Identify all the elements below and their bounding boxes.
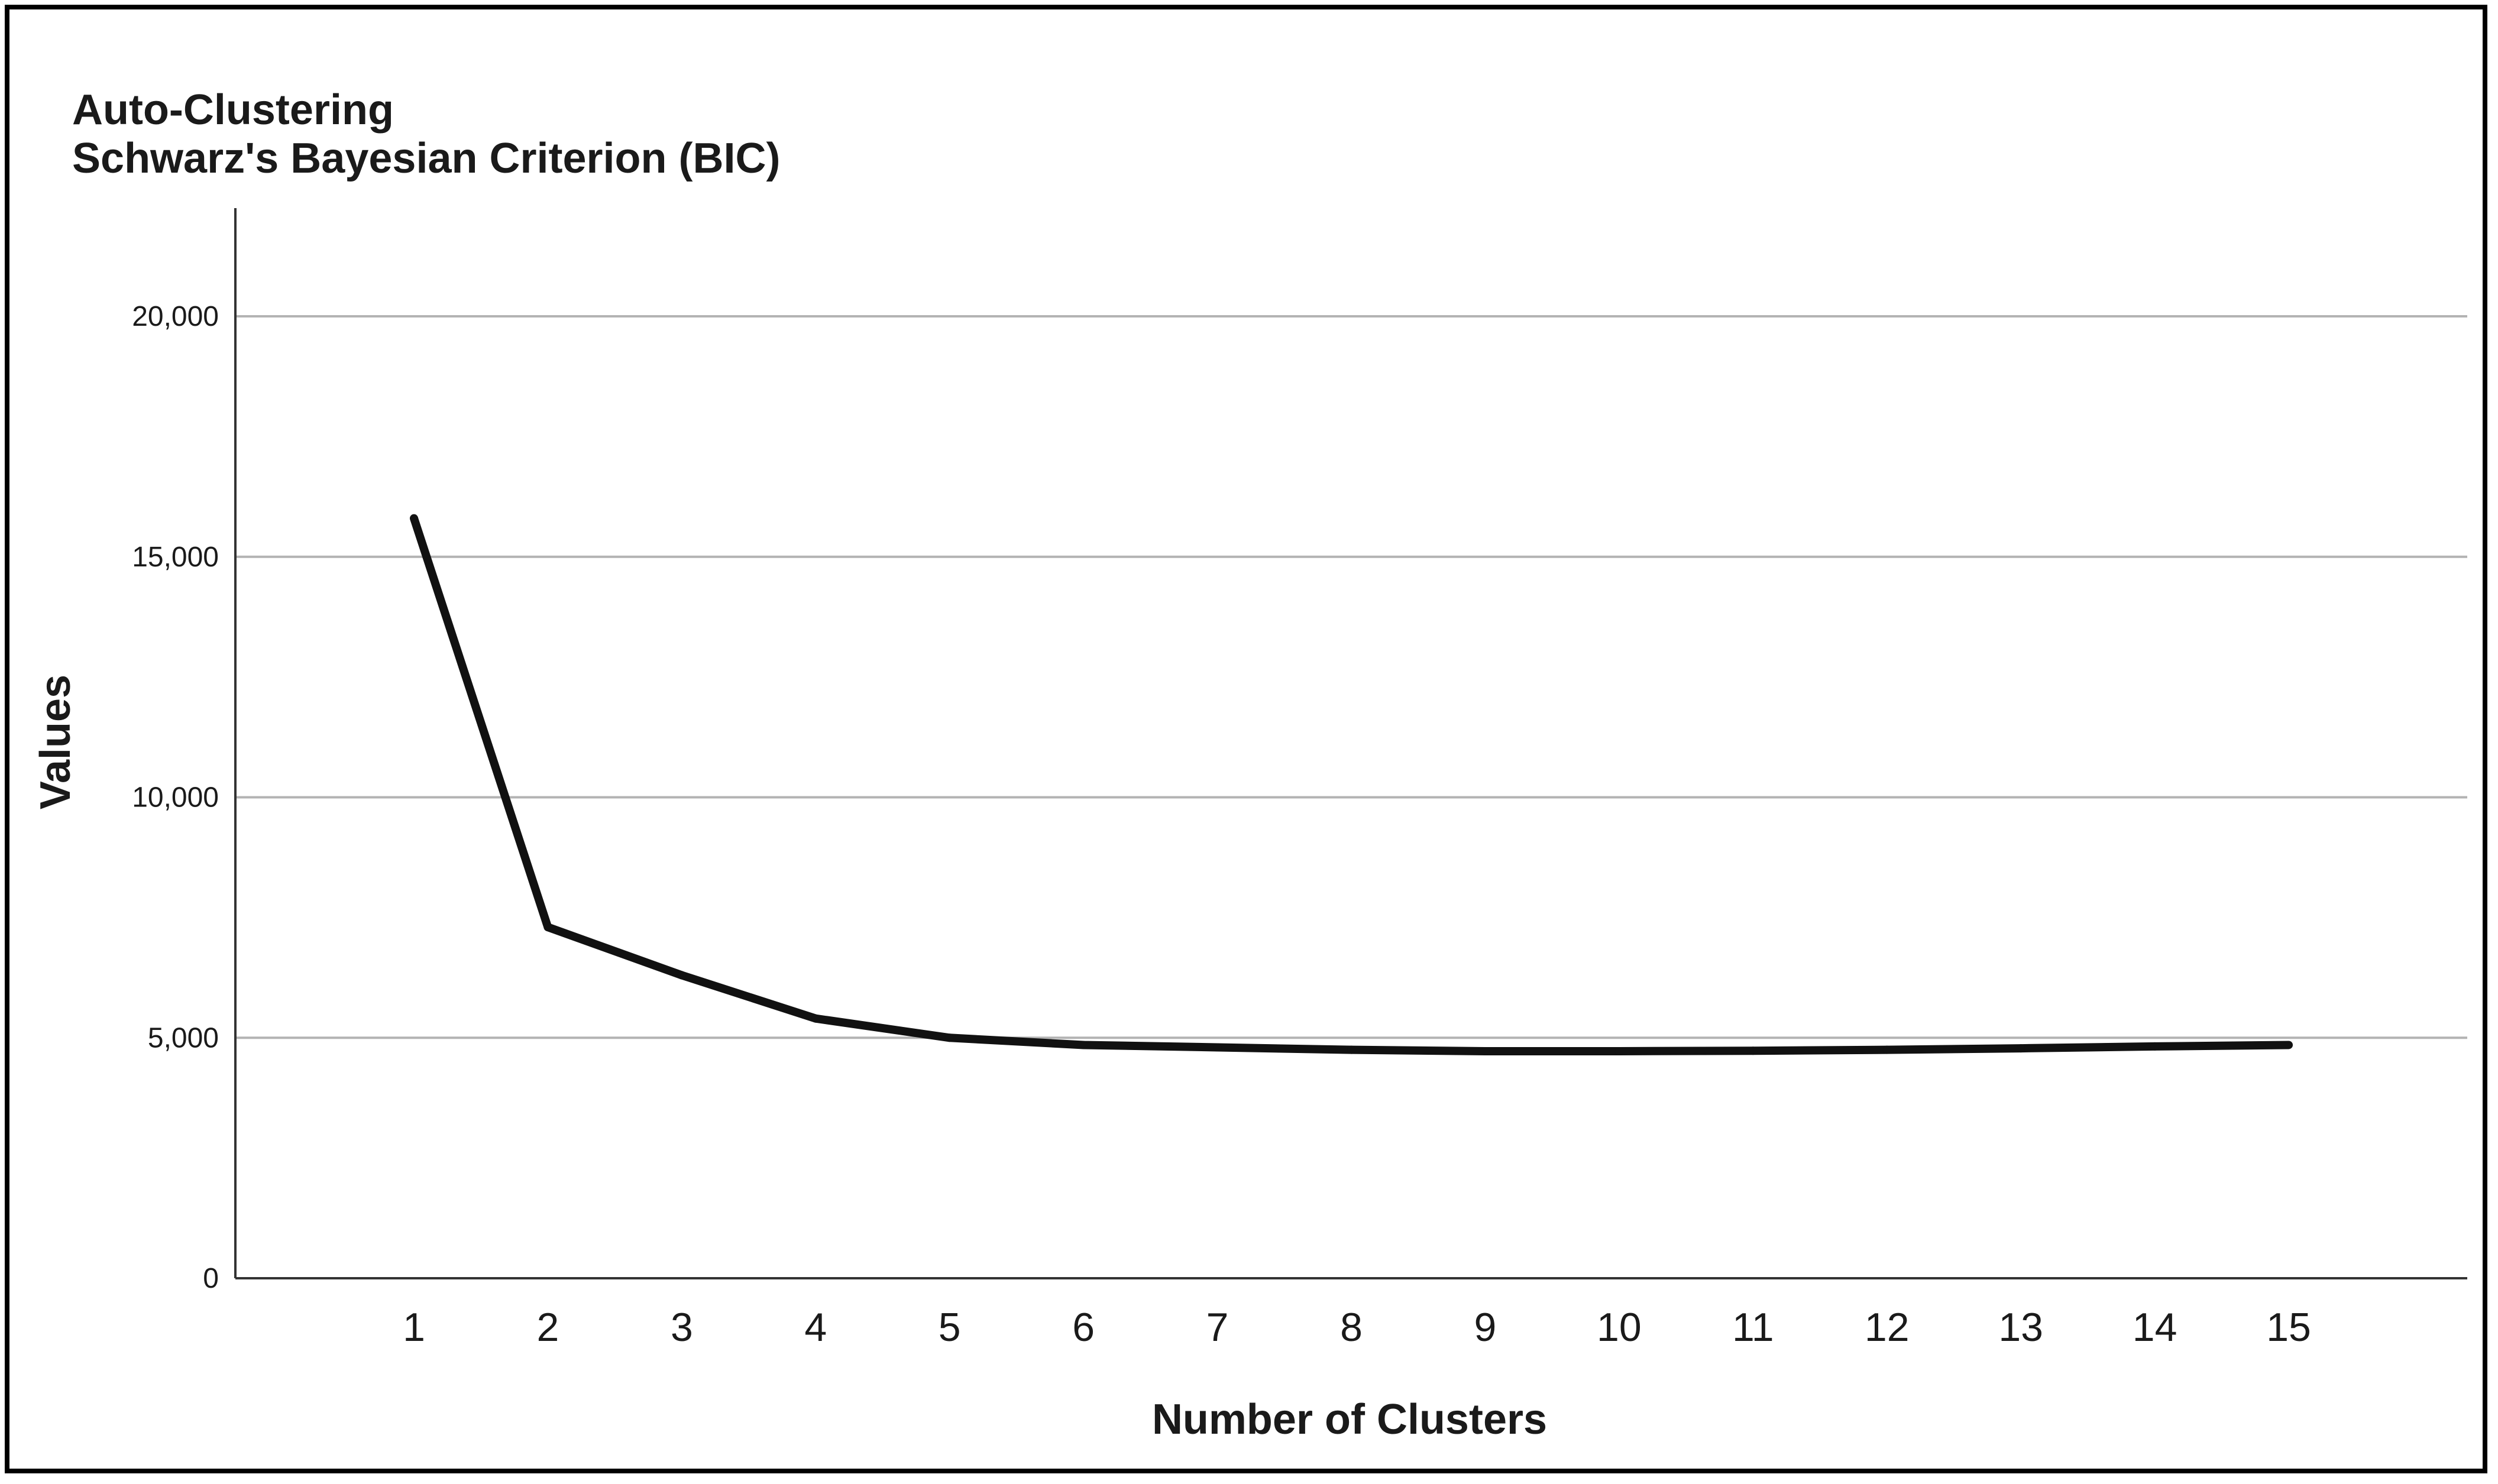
data-point (2150, 1042, 2159, 1051)
x-tick-label: 7 (1206, 1305, 1229, 1350)
series-layer (410, 514, 2293, 1056)
x-tick-label: 8 (1340, 1305, 1363, 1350)
x-tick-label: 10 (1597, 1305, 1642, 1350)
x-tick-label: 1 (403, 1305, 425, 1350)
data-point (2285, 1041, 2293, 1049)
data-point (2017, 1044, 2025, 1053)
data-point (677, 971, 686, 980)
x-tick-label: 4 (804, 1305, 827, 1350)
y-tick-label: 0 (203, 1263, 219, 1294)
chart-frame (5, 5, 2487, 1473)
y-tick-label: 20,000 (132, 301, 219, 332)
y-tick-labels: 0 5,000 10,000 15,000 20,000 (132, 301, 219, 1294)
data-point (1213, 1043, 1222, 1052)
data-point (543, 923, 552, 932)
x-tick-label: 2 (537, 1305, 559, 1350)
data-point (1347, 1045, 1356, 1054)
x-tick-label: 6 (1072, 1305, 1095, 1350)
y-tick-label: 15,000 (132, 542, 219, 573)
data-point (1749, 1046, 1758, 1055)
data-point (811, 1014, 820, 1023)
x-tick-label: 5 (939, 1305, 961, 1350)
axes (234, 208, 2467, 1279)
data-point (1882, 1045, 1891, 1054)
data-point (1481, 1047, 1490, 1056)
x-tick-label: 12 (1865, 1305, 1910, 1350)
series-line (410, 517, 2289, 1055)
chart-title-block: Auto-Clustering Schwarz's Bayesian Crite… (72, 86, 780, 183)
data-point (410, 514, 418, 523)
x-tick-label: 13 (1998, 1305, 2043, 1350)
x-axis-label: Number of Clusters (1152, 1396, 1547, 1443)
x-tick-label: 11 (1732, 1305, 1774, 1350)
gridlines (235, 315, 2467, 1039)
data-point (1079, 1041, 1088, 1049)
data-point (1614, 1047, 1623, 1056)
y-tick-label: 5,000 (148, 1022, 219, 1054)
x-tick-label: 3 (671, 1305, 693, 1350)
x-tick-labels: 1 2 3 4 5 6 7 8 9 10 11 12 13 14 15 (403, 1305, 2311, 1350)
x-tick-label: 9 (1474, 1305, 1497, 1350)
chart-subtitle: Schwarz's Bayesian Criterion (BIC) (72, 135, 781, 182)
x-tick-label: 15 (2266, 1305, 2311, 1350)
data-point (945, 1033, 954, 1042)
y-tick-label: 10,000 (132, 782, 219, 814)
y-axis-label: Values (32, 675, 79, 809)
chart-title: Auto-Clustering (72, 86, 394, 134)
x-tick-label: 14 (2133, 1305, 2177, 1350)
